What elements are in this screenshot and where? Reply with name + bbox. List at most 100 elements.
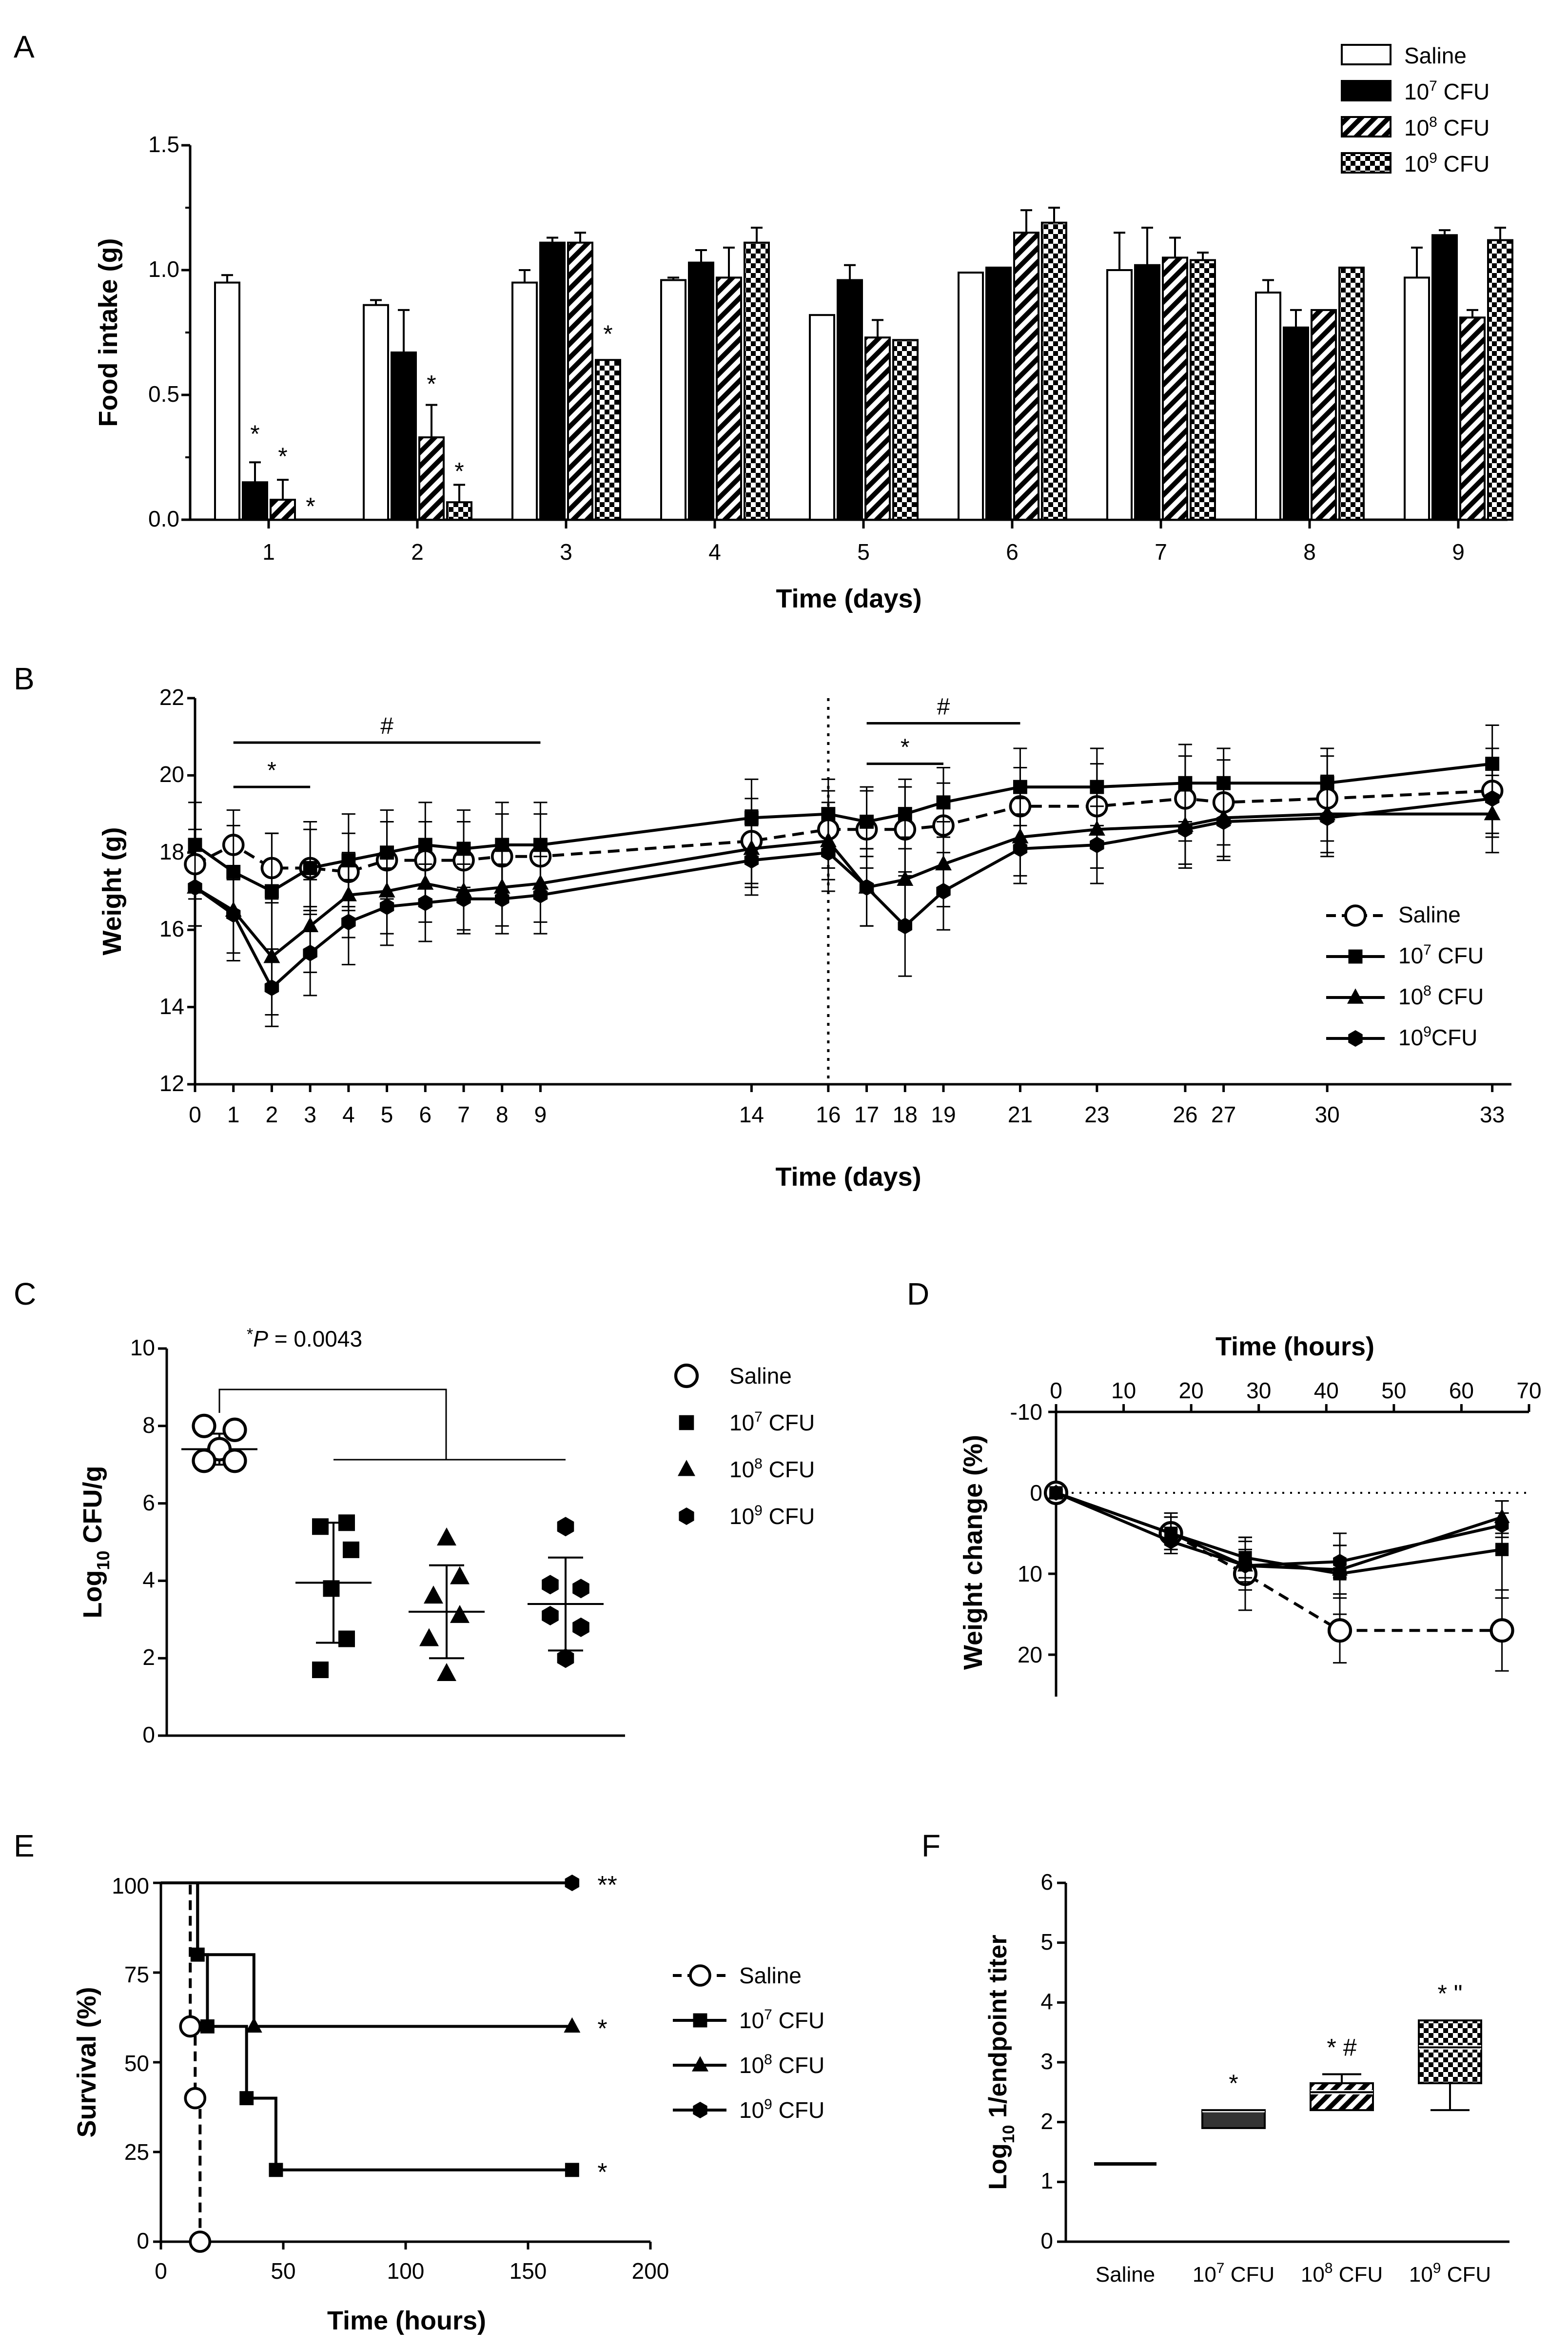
legend-label: 107 CFU xyxy=(1398,942,1484,968)
panel-b: B 12 14 16 18 20 22 0 1 2 3 4 5 6 7 8 9 14 16 17 18 19… xyxy=(14,661,1511,1192)
significance-label: # xyxy=(937,694,950,720)
bar xyxy=(864,336,891,521)
legend-marker xyxy=(693,2013,707,2028)
data-point xyxy=(184,2087,207,2110)
data-point xyxy=(264,884,279,899)
y-tick-label: 16 xyxy=(159,916,184,941)
legend-marker xyxy=(689,1964,711,1987)
y-axis-label: Log10 CFU/g xyxy=(78,1466,113,1619)
x-tick-label: 33 xyxy=(1480,1102,1505,1127)
panel-letter: A xyxy=(14,29,35,64)
bar xyxy=(1404,276,1430,521)
y-tick-label: 0 xyxy=(1040,2228,1053,2253)
y-tick-label: 50 xyxy=(124,2051,149,2076)
x-tick-label: 16 xyxy=(816,1102,841,1127)
panel-b-series xyxy=(184,724,1504,1027)
legend-marker xyxy=(1348,1030,1363,1047)
panel-c-annotation: *P = 0.0043 xyxy=(218,1325,566,1461)
significance-label: * # xyxy=(1327,2034,1356,2061)
data-point xyxy=(437,1527,456,1546)
x-tick-label: 50 xyxy=(1381,1378,1406,1403)
bar xyxy=(446,501,472,521)
data-point xyxy=(557,1517,574,1537)
y-tick-label: 3 xyxy=(1040,2049,1053,2074)
panel-f: F 0 1 2 3 4 5 6 Saline 107 CFU 108 CFU 1… xyxy=(921,1828,1509,2287)
x-tick-label: 3 xyxy=(304,1102,316,1127)
y-tick-label: 0 xyxy=(137,2228,149,2253)
y-tick-label: 1 xyxy=(1040,2168,1053,2193)
data-point xyxy=(226,906,241,923)
y-tick-label: 6 xyxy=(142,1490,155,1515)
data-point xyxy=(1490,1618,1514,1643)
x-tick-label: 7 xyxy=(1155,539,1167,565)
bar xyxy=(418,436,445,521)
legend-label: Saline xyxy=(729,1363,792,1389)
legend-label: Saline xyxy=(1404,43,1467,68)
x-tick-label: 60 xyxy=(1449,1378,1474,1403)
data-point xyxy=(437,1662,456,1681)
data-point xyxy=(418,894,432,911)
x-tick-label: 40 xyxy=(1314,1378,1339,1403)
panel-a-y-tick-labels: 0.0 0.5 1.0 1.5 xyxy=(148,132,179,531)
x-tick-label: 50 xyxy=(271,2258,295,2284)
p-value-annotation: *P = 0.0043 xyxy=(247,1325,362,1351)
data-point xyxy=(572,1617,589,1637)
panel-c-points xyxy=(181,1413,604,1681)
x-tick-label: 5 xyxy=(381,1102,393,1127)
data-point xyxy=(821,844,836,861)
x-tick-label: 8 xyxy=(1303,539,1316,565)
y-tick-label: 20 xyxy=(159,762,184,787)
panel-e-legend: Saline 107 CFU 108 CFU 109 CFU xyxy=(673,1963,824,2123)
significance-star: * xyxy=(603,320,612,348)
legend-label: 107 CFU xyxy=(739,2007,824,2033)
legend-label: 109 CFU xyxy=(1404,150,1490,176)
data-point xyxy=(189,2230,212,2253)
data-point xyxy=(936,883,951,900)
x-tick-label: 100 xyxy=(387,2258,425,2284)
panel-letter: E xyxy=(14,1828,35,1863)
box xyxy=(1201,2109,1266,2129)
legend-marker xyxy=(693,2102,707,2118)
bar xyxy=(1459,316,1486,521)
data-point xyxy=(533,886,548,903)
data-point xyxy=(450,1604,470,1623)
x-tick-label: 21 xyxy=(1008,1102,1033,1127)
x-tick-label: 3 xyxy=(560,539,572,565)
y-tick-label: 0.0 xyxy=(148,506,179,531)
y-axis-label: Weight change (%) xyxy=(959,1435,988,1670)
bar xyxy=(688,261,714,521)
data-point xyxy=(557,1648,574,1668)
y-tick-label: 100 xyxy=(112,1873,149,1898)
y-tick-label: 0 xyxy=(142,1722,155,1747)
bar xyxy=(1162,256,1188,521)
data-point xyxy=(1013,780,1027,794)
bar xyxy=(1013,232,1039,521)
series-line xyxy=(1056,1491,1503,1576)
legend-marker xyxy=(692,2056,708,2072)
panel-b-x-tick-labels: 0 1 2 3 4 5 6 7 8 9 14 16 17 18 19 21 23 26 27 30 33 xyxy=(189,1084,1505,1127)
significance-star: * xyxy=(427,370,436,397)
panel-c: C 0 2 4 6 8 10 Log10 CFU/g *P = 0.0043 S… xyxy=(14,1276,815,1747)
data-point xyxy=(419,1628,439,1646)
x-tick-label: 27 xyxy=(1211,1102,1236,1127)
legend-marker xyxy=(679,1507,694,1525)
data-point xyxy=(1090,837,1104,853)
legend-marker xyxy=(678,1460,695,1476)
significance-label: * xyxy=(901,735,910,761)
x-tick-label: 30 xyxy=(1246,1378,1271,1403)
data-point xyxy=(312,1662,329,1679)
y-tick-label: 4 xyxy=(142,1567,155,1592)
panel-d: D Time (hours) 0 10 20 30 40 50 60 70 -1001020 … xyxy=(907,1276,1542,1697)
panel-c-legend: Saline 107 CFU 108 CFU 109 CFU xyxy=(674,1363,815,1529)
bar xyxy=(1255,292,1281,521)
x-tick-label: 109 CFU xyxy=(1409,2260,1491,2287)
legend-label: 108 CFU xyxy=(729,1456,815,1482)
bar xyxy=(270,499,296,521)
y-tick-label: 10 xyxy=(1018,1561,1042,1586)
panel-letter: D xyxy=(907,1276,929,1311)
x-tick-label: 107 CFU xyxy=(1193,2260,1274,2287)
series-line xyxy=(194,762,1492,893)
x-tick-label: 200 xyxy=(632,2258,669,2284)
x-tick-label: 150 xyxy=(510,2258,547,2284)
y-axis-label: Log10 1/endpoint titer xyxy=(984,1935,1018,2190)
